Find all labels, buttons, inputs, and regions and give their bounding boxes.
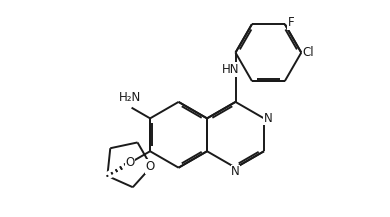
Text: H₂N: H₂N [119, 91, 141, 104]
Text: O: O [126, 156, 135, 169]
Text: N: N [264, 112, 273, 125]
Text: O: O [145, 160, 154, 173]
Text: HN: HN [222, 63, 239, 76]
Text: N: N [231, 165, 240, 178]
Text: Cl: Cl [303, 46, 314, 59]
Text: F: F [287, 16, 294, 29]
